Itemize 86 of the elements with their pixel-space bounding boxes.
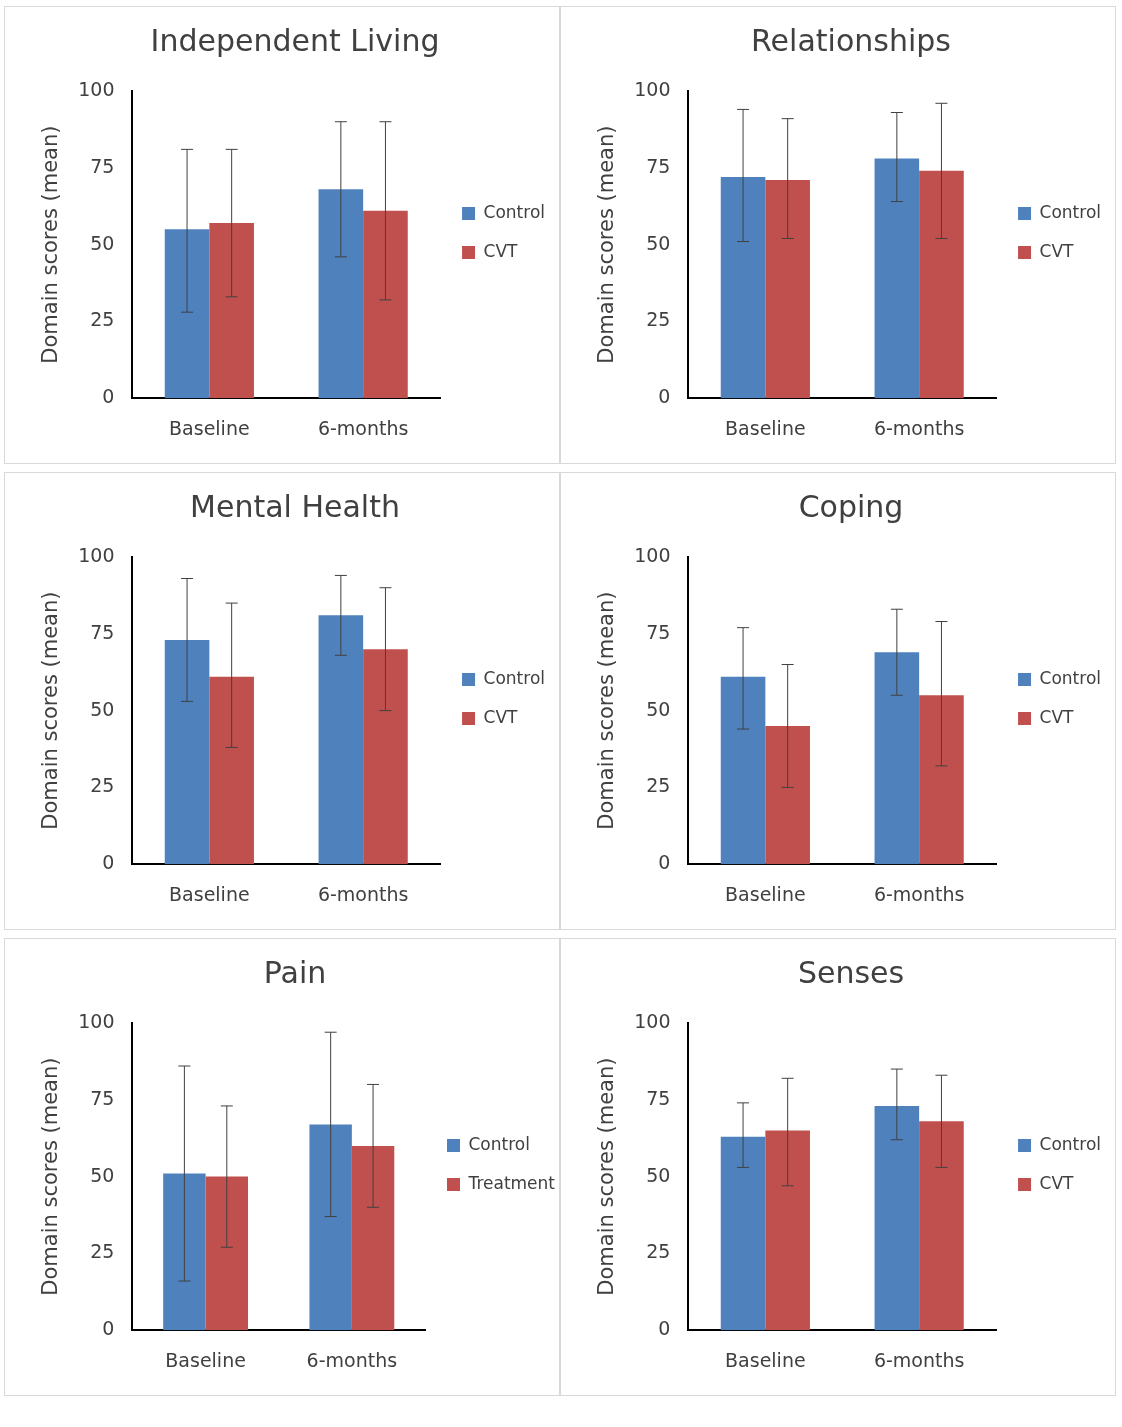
bar (363, 210, 408, 399)
bar (209, 223, 254, 399)
x-tick-label: Baseline (725, 416, 806, 439)
x-tick-label: 6-months (317, 416, 409, 439)
bar (919, 695, 964, 865)
bar (164, 639, 210, 865)
bar (919, 1121, 964, 1331)
y-tick-label: 25 (646, 774, 671, 797)
y-tick-label: 0 (658, 1317, 671, 1340)
y-axis-title: Domain scores (mean) (594, 125, 619, 364)
legend-label: CVT (483, 240, 519, 261)
y-tick-label: 0 (102, 851, 115, 874)
y-axis-title: Domain scores (mean) (38, 1057, 63, 1296)
y-tick-label: 75 (90, 1086, 115, 1109)
y-axis-title: Domain scores (mean) (594, 1057, 619, 1296)
y-tick-label: 50 (90, 697, 115, 720)
legend-label: CVT (1039, 706, 1075, 727)
y-axis-title: Domain scores (mean) (38, 591, 63, 830)
legend-label: CVT (483, 706, 519, 727)
legend-label: Control (483, 667, 545, 688)
bar (720, 1136, 766, 1331)
legend-label: Treatment (467, 1172, 556, 1193)
y-tick-label: 50 (646, 1163, 671, 1186)
chart-title: Senses (797, 954, 905, 990)
y-tick-label: 100 (634, 1009, 671, 1032)
bar (720, 676, 766, 865)
legend-label: Control (1039, 667, 1101, 688)
legend-label: Control (468, 1133, 530, 1154)
x-tick-label: 6-months (873, 882, 965, 905)
bar (309, 1124, 352, 1331)
bar (765, 1130, 810, 1331)
chart-title: Independent Living (150, 22, 440, 58)
legend-label: CVT (1039, 1172, 1075, 1193)
y-tick-label: 0 (102, 1317, 115, 1340)
x-tick-label: 6-months (317, 882, 409, 905)
x-tick-label: 6-months (873, 416, 965, 439)
y-tick-label: 25 (90, 308, 115, 331)
y-tick-label: 100 (78, 1009, 115, 1032)
y-tick-label: 0 (658, 851, 671, 874)
y-tick-label: 0 (102, 385, 115, 408)
chart-title: Relationships (751, 22, 951, 58)
y-tick-label: 50 (646, 231, 671, 254)
y-axis-title: Domain scores (mean) (38, 125, 63, 364)
y-tick-label: 100 (78, 77, 115, 100)
chart-title: Mental Health (190, 488, 400, 524)
x-tick-label: Baseline (169, 882, 250, 905)
y-axis-title: Domain scores (mean) (594, 591, 619, 830)
x-tick-label: Baseline (165, 1348, 246, 1371)
legend-label: Control (1039, 1133, 1101, 1154)
bar (205, 1176, 249, 1331)
y-tick-label: 100 (634, 77, 671, 100)
chart-title: Coping (798, 488, 904, 524)
x-tick-label: 6-months (873, 1348, 965, 1371)
y-tick-label: 100 (78, 543, 115, 566)
legend-label: CVT (1039, 240, 1075, 261)
y-tick-label: 75 (90, 620, 115, 643)
bar (874, 652, 920, 865)
legend-label: Control (483, 201, 545, 222)
bar (209, 676, 254, 865)
legend-label: Control (1039, 201, 1101, 222)
y-tick-label: 25 (90, 774, 115, 797)
bar (318, 189, 364, 399)
y-tick-label: 50 (90, 1163, 115, 1186)
y-tick-label: 75 (90, 154, 115, 177)
y-tick-label: 0 (658, 385, 671, 408)
bar (164, 229, 210, 399)
y-tick-label: 25 (646, 1240, 671, 1263)
bar (163, 1173, 206, 1331)
bar (765, 725, 810, 865)
y-tick-label: 75 (646, 1086, 671, 1109)
x-tick-label: Baseline (169, 416, 250, 439)
bar (363, 649, 408, 865)
y-tick-label: 75 (646, 154, 671, 177)
y-tick-label: 50 (90, 231, 115, 254)
y-tick-label: 25 (90, 1240, 115, 1263)
x-tick-label: Baseline (725, 1348, 806, 1371)
y-tick-label: 25 (646, 308, 671, 331)
bar (318, 615, 364, 865)
x-tick-label: 6-months (306, 1348, 398, 1371)
bar (874, 1105, 920, 1331)
x-tick-label: Baseline (725, 882, 806, 905)
y-tick-label: 100 (634, 543, 671, 566)
y-tick-label: 50 (646, 697, 671, 720)
y-tick-label: 75 (646, 620, 671, 643)
chart-title: Pain (263, 954, 327, 990)
bar (351, 1145, 395, 1331)
